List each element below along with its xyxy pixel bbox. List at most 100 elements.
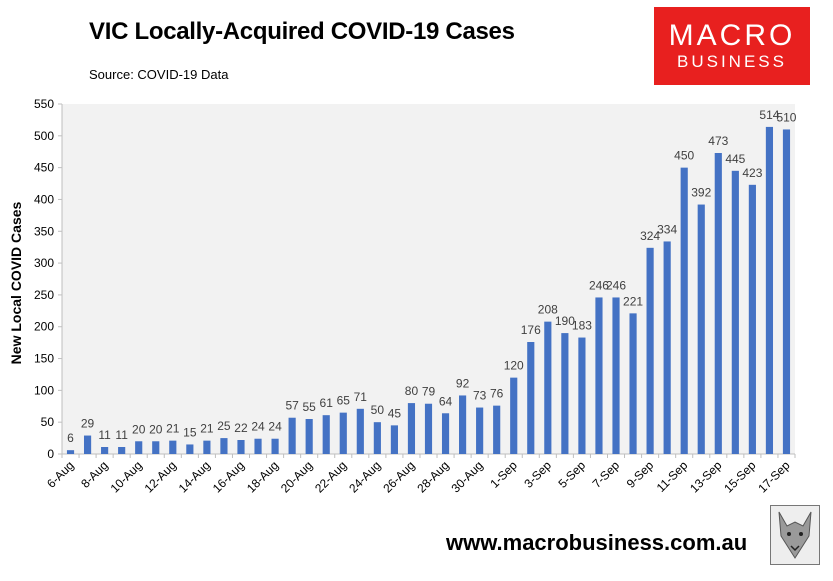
bar	[476, 407, 484, 454]
macrobusiness-logo: MACRO BUSINESS	[654, 7, 810, 85]
bar	[322, 415, 330, 454]
data-label: 64	[439, 394, 453, 408]
data-label: 76	[490, 387, 504, 401]
chart-source: Source: COVID-19 Data	[89, 67, 229, 82]
x-tick-label: 14-Aug	[176, 458, 213, 495]
bar	[169, 440, 177, 454]
y-tick-label: 550	[34, 97, 54, 111]
x-tick-label: 6-Aug	[44, 458, 77, 491]
data-label: 22	[234, 421, 248, 435]
x-tick-label: 28-Aug	[414, 458, 451, 495]
y-tick-label: 150	[34, 352, 54, 366]
data-label: 450	[674, 149, 694, 163]
bar	[441, 413, 450, 454]
bar	[254, 438, 262, 454]
data-label: 57	[285, 399, 299, 413]
data-label: 21	[166, 422, 180, 436]
bar	[748, 184, 756, 454]
data-label: 65	[337, 394, 351, 408]
y-tick-label: 350	[34, 224, 54, 238]
data-label: 423	[742, 166, 762, 180]
bar	[305, 419, 313, 454]
y-tick-label: 200	[34, 320, 54, 334]
x-tick-label: 26-Aug	[380, 458, 417, 495]
data-label: 246	[606, 278, 626, 292]
bar	[595, 297, 603, 454]
bar	[66, 450, 75, 454]
bar	[271, 438, 279, 454]
data-label: 208	[538, 303, 558, 317]
bar	[373, 422, 381, 454]
data-label: 11	[115, 428, 128, 442]
y-tick-label: 0	[47, 447, 54, 461]
bar	[424, 403, 433, 454]
data-label: 246	[589, 278, 609, 292]
bar	[407, 403, 416, 454]
data-label: 183	[572, 319, 592, 333]
bar	[203, 440, 211, 454]
data-label: 61	[320, 396, 334, 410]
bar	[459, 395, 467, 454]
bar	[390, 425, 398, 454]
bar	[186, 444, 194, 454]
x-tick-label: 16-Aug	[210, 458, 247, 495]
data-label: 29	[81, 417, 95, 431]
x-tick-label: 3-Sep	[521, 458, 554, 491]
data-label: 514	[759, 108, 779, 122]
data-label: 221	[623, 294, 643, 308]
bar	[578, 337, 586, 454]
x-tick-label: 12-Aug	[142, 458, 179, 495]
data-label: 71	[354, 390, 368, 404]
x-tick-label: 10-Aug	[108, 458, 145, 495]
bar	[765, 126, 774, 454]
data-label: 80	[405, 384, 419, 398]
bar	[493, 405, 501, 454]
data-label: 11	[98, 428, 111, 442]
x-tick-label: 1-Sep	[487, 458, 520, 491]
bar	[220, 438, 228, 454]
x-tick-label: 11-Sep	[654, 458, 691, 495]
y-tick-label: 100	[34, 383, 54, 397]
data-label: 6	[67, 431, 74, 445]
wolf-mascot-image	[770, 505, 820, 565]
x-tick-label: 17-Sep	[755, 458, 792, 495]
logo-line-1: MACRO	[668, 19, 796, 52]
logo-line-2: BUSINESS	[677, 52, 787, 71]
x-tick-label: 20-Aug	[278, 458, 315, 495]
x-tick-label: 15-Sep	[721, 458, 758, 495]
bar	[697, 204, 705, 454]
bar	[356, 408, 364, 454]
bar	[527, 342, 535, 454]
data-label: 20	[149, 422, 163, 436]
y-tick-label: 500	[34, 129, 54, 143]
data-label: 120	[504, 359, 524, 373]
bar	[339, 412, 347, 454]
x-tick-label: 22-Aug	[312, 458, 349, 495]
data-label: 392	[691, 186, 711, 200]
data-label: 24	[251, 420, 265, 434]
data-label: 445	[725, 152, 745, 166]
x-tick-label: 5-Sep	[555, 458, 588, 491]
data-label: 79	[422, 385, 436, 399]
y-axis-title: New Local COVID Cases	[8, 201, 24, 364]
website-url: www.macrobusiness.com.au	[446, 530, 748, 555]
data-label: 45	[388, 406, 402, 420]
bar	[101, 447, 109, 454]
y-tick-label: 450	[34, 161, 54, 175]
y-tick-label: 250	[34, 288, 54, 302]
data-label: 73	[473, 389, 487, 403]
data-label: 324	[640, 229, 660, 243]
plot-area	[62, 104, 795, 454]
bar	[680, 167, 688, 455]
bar	[118, 447, 126, 454]
bar	[544, 321, 552, 454]
data-label: 24	[268, 420, 282, 434]
data-label: 473	[708, 134, 728, 148]
data-label: 190	[555, 314, 575, 328]
data-label: 50	[371, 403, 385, 417]
bar	[646, 247, 654, 454]
bar	[561, 333, 569, 454]
data-label: 55	[302, 400, 316, 414]
data-label: 510	[776, 110, 796, 124]
x-tick-label: 7-Sep	[590, 458, 623, 491]
